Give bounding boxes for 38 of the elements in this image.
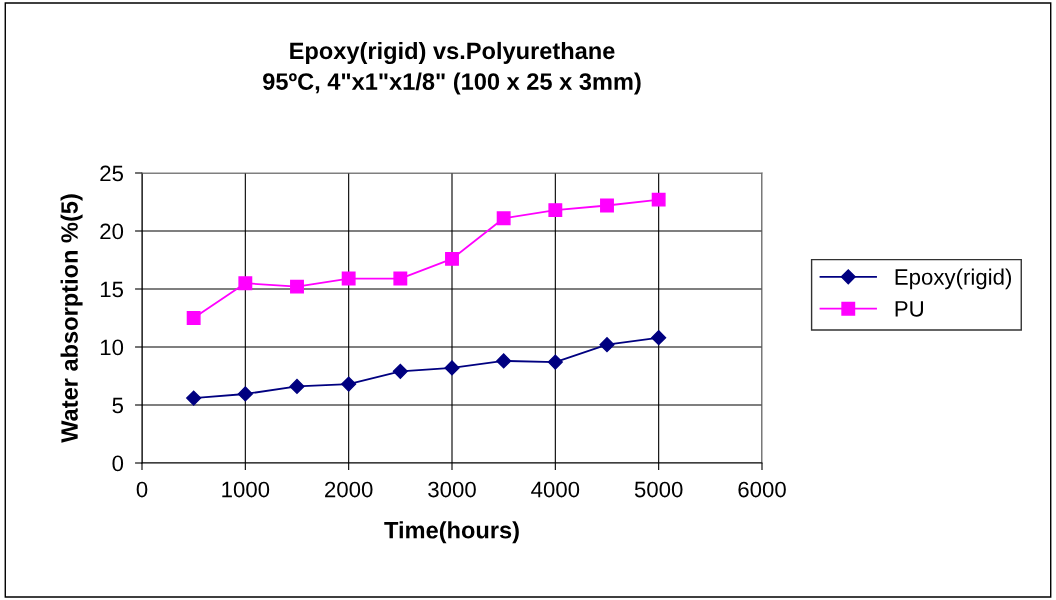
point xyxy=(341,376,357,392)
point xyxy=(186,311,201,325)
x-tick-label: 2000 xyxy=(325,481,373,498)
y-tick-label: 10 xyxy=(100,339,124,356)
y-tick-label: 15 xyxy=(100,281,124,298)
point xyxy=(289,378,305,395)
point xyxy=(186,390,202,406)
point xyxy=(445,251,459,266)
point xyxy=(496,211,511,226)
point xyxy=(341,271,356,286)
y-tick-label: 5 xyxy=(112,397,124,414)
chart-title: Epoxy(rigid) vs.Polyurethane 95ºC, 4"x1"x1/8" (100 x 25 x 3mm) xyxy=(263,41,641,95)
y-tick-label: 20 xyxy=(100,223,124,240)
y-tick-label: 0 xyxy=(112,455,124,472)
x-tick-label: 1000 xyxy=(222,481,270,498)
point xyxy=(600,198,614,213)
x-tick-label: 6000 xyxy=(738,481,786,498)
y-tick-label: 25 xyxy=(100,165,124,182)
point xyxy=(599,337,615,353)
legend-label: Epoxy(rigid) xyxy=(895,268,1011,290)
x-tick-label: 0 xyxy=(136,481,148,498)
x-tick-label: 5000 xyxy=(634,481,683,498)
point xyxy=(496,353,512,369)
point xyxy=(444,360,460,376)
point xyxy=(651,192,666,207)
legend-label: PU xyxy=(895,301,923,317)
point xyxy=(238,276,253,291)
point xyxy=(548,203,563,218)
point xyxy=(392,363,408,379)
point xyxy=(547,354,563,370)
y-axis-title: Water absorption %(5) xyxy=(60,194,83,443)
x-axis-title: Time(hours) xyxy=(384,521,519,544)
point xyxy=(237,386,253,402)
point xyxy=(290,279,304,294)
point xyxy=(651,330,667,346)
x-tick-label: 4000 xyxy=(531,481,580,498)
point xyxy=(393,271,408,286)
x-tick-label: 3000 xyxy=(428,481,476,498)
